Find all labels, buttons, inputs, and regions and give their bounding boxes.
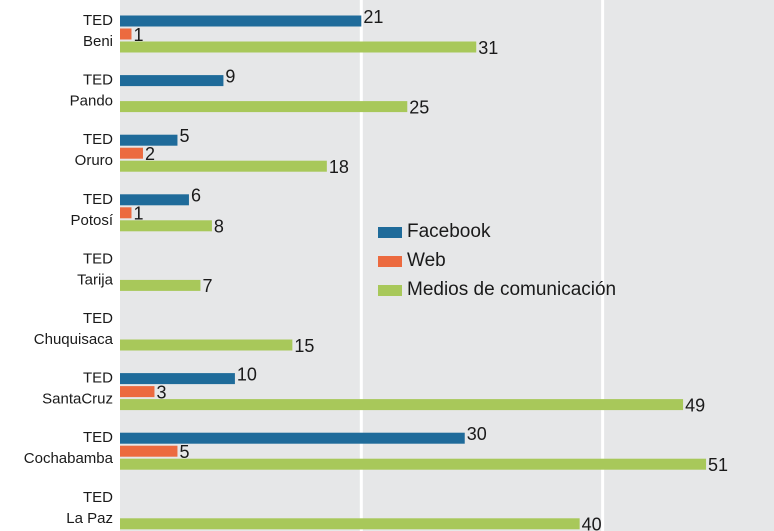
category-label: Beni [83, 33, 113, 50]
category-label: La Paz [66, 510, 113, 527]
legend-label: Web [407, 250, 446, 271]
bar [120, 339, 293, 351]
value-label: 51 [708, 455, 728, 475]
value-label: 7 [202, 276, 212, 296]
category-label: TED [83, 131, 113, 148]
bar [120, 399, 684, 411]
category-label: Oruro [75, 152, 113, 169]
bar [120, 147, 143, 159]
category-label: TED [83, 191, 113, 208]
value-label: 1 [133, 204, 143, 224]
category-label: TED [83, 370, 113, 387]
category-label: TED [83, 72, 113, 89]
value-label: 15 [294, 336, 314, 356]
legend-swatch [378, 227, 402, 238]
value-label: 5 [179, 126, 189, 146]
bar [120, 386, 155, 398]
value-label: 1 [133, 25, 143, 45]
category-label: Pando [70, 93, 113, 110]
legend-swatch [378, 256, 402, 267]
bar [120, 15, 362, 27]
bar [120, 28, 132, 40]
value-label: 9 [225, 66, 235, 86]
legend-swatch [378, 285, 402, 296]
bar [120, 220, 212, 232]
value-label: 2 [145, 144, 155, 164]
category-label: TED [83, 310, 113, 327]
value-label: 3 [156, 382, 166, 402]
bar [120, 432, 465, 444]
category-label: TED [83, 12, 113, 29]
value-label: 8 [214, 217, 224, 237]
bar [120, 373, 235, 385]
bar [120, 279, 201, 291]
value-label: 30 [467, 424, 487, 444]
legend-label: Medios de comunicación [407, 279, 616, 300]
bar [120, 101, 408, 113]
bar [120, 160, 327, 172]
category-label: Cochabamba [24, 450, 114, 467]
value-label: 5 [179, 442, 189, 462]
value-label: 25 [409, 97, 429, 117]
value-label: 18 [329, 157, 349, 177]
bar [120, 41, 477, 53]
value-label: 10 [237, 364, 257, 384]
bar [120, 75, 224, 87]
category-label: TED [83, 429, 113, 446]
value-label: 49 [685, 395, 705, 415]
bar [120, 518, 580, 530]
category-label: TED [83, 250, 113, 267]
category-label: SantaCruz [42, 391, 113, 408]
bar [120, 445, 178, 457]
category-label: Chuquisaca [34, 331, 114, 348]
value-label: 21 [363, 7, 383, 27]
category-label: TED [83, 489, 113, 506]
value-label: 6 [191, 186, 201, 206]
bar [120, 207, 132, 219]
category-label: Tarija [77, 271, 114, 288]
bar [120, 194, 189, 206]
bar [120, 134, 178, 146]
bar [120, 458, 707, 470]
value-label: 31 [478, 38, 498, 58]
category-label: Potosí [70, 212, 113, 229]
value-label: 40 [582, 515, 602, 531]
legend-label: Facebook [407, 221, 491, 242]
